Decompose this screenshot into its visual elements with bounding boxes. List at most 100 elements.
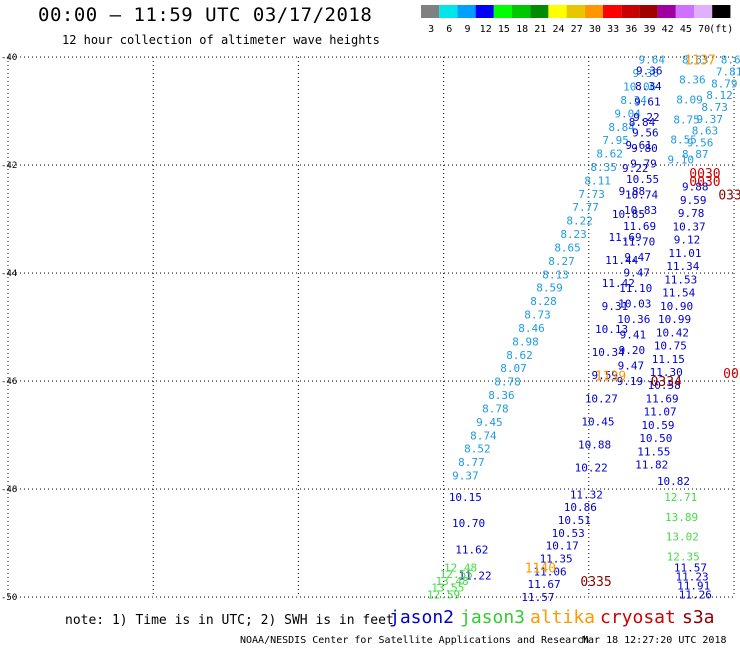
wave-height-value: 11.91 xyxy=(677,579,710,592)
wave-height-value: 9.04 xyxy=(614,107,641,120)
wave-height-value: 11.54 xyxy=(662,287,695,300)
wave-height-value: 10.03 xyxy=(618,297,651,310)
credit-text: NOAA/NESDIS Center for Satellite Applica… xyxy=(240,635,590,646)
wave-height-value: 9.56 xyxy=(632,127,659,140)
wave-height-value: 8.78 xyxy=(482,402,509,415)
wave-height-value: 11.62 xyxy=(455,543,488,556)
wave-height-value: 7.73 xyxy=(578,188,605,201)
wave-height-value: 11.69 xyxy=(646,392,679,405)
wave-height-value: 8.28 xyxy=(530,295,557,308)
legend-jason2: jason2 xyxy=(389,607,455,628)
wave-height-value: 8.12 xyxy=(706,89,733,102)
wave-height-value: 10.51 xyxy=(558,514,591,527)
color-scale-swatch xyxy=(584,5,603,18)
wave-height-value: 7.77 xyxy=(572,201,599,214)
latitude-tick-label: -42 xyxy=(1,161,17,171)
color-scale-tick: 24 xyxy=(552,24,564,35)
wave-height-value: 11.67 xyxy=(527,578,560,591)
wave-height-value: 12.71 xyxy=(664,491,697,504)
latitude-tick-label: -46 xyxy=(1,377,17,387)
units-note: note: 1) Time is in UTC; 2) SWH is in fe… xyxy=(65,613,394,628)
wave-height-value: 10.88 xyxy=(578,438,611,451)
wave-height-value: 11.26 xyxy=(679,588,712,601)
wave-height-value: 13.55 xyxy=(431,582,464,595)
color-scale-tick: 6 xyxy=(446,24,452,35)
wave-height-value: 10.90 xyxy=(660,300,693,313)
wave-height-value: 8.36 xyxy=(679,74,706,87)
latitude-tick-label: -48 xyxy=(1,485,17,495)
wave-height-value: 9.61 xyxy=(634,96,661,109)
wave-height-value: 8.34 xyxy=(635,80,662,93)
legend-cryosat: cryosat xyxy=(600,607,676,628)
wave-height-value: 9.37 xyxy=(452,470,479,483)
wave-height-value: 9.20 xyxy=(619,344,646,357)
wave-height-value: 9.19 xyxy=(617,375,644,388)
wave-height-value: 10.59 xyxy=(641,419,674,432)
wave-height-value: 10.34 xyxy=(592,346,625,359)
color-scale-swatch xyxy=(421,5,440,18)
pass-time-label: 0030 xyxy=(689,167,720,182)
wave-height-value: 10.22 xyxy=(575,461,608,474)
wave-height-value: 11.32 xyxy=(570,488,603,501)
wave-height-value: 9.59 xyxy=(680,194,707,207)
wave-height-value: 9.47 xyxy=(623,266,650,279)
wave-height-value: 9.22 xyxy=(622,162,649,175)
wave-height-value: 8.27 xyxy=(548,255,575,268)
wave-height-value: 10.36 xyxy=(617,313,650,326)
wave-height-value: 11.10 xyxy=(619,282,652,295)
color-scale-swatch xyxy=(712,5,731,18)
color-scale-swatch xyxy=(530,5,549,18)
color-scale-swatch xyxy=(475,5,494,18)
map-subtitle: 12 hour collection of altimeter wave hei… xyxy=(62,33,380,47)
latitude-tick-label: -44 xyxy=(1,269,17,279)
wave-height-value: 9.47 xyxy=(618,359,645,372)
wave-height-value: 8.73 xyxy=(701,101,728,114)
wave-height-value: 8.59 xyxy=(536,282,563,295)
wave-height-value: 9.61 xyxy=(625,139,652,152)
wave-height-value: 8.84 xyxy=(608,121,635,134)
wave-height-value: 10.85 xyxy=(612,208,645,221)
wave-height-value: 8.22 xyxy=(566,215,593,228)
pass-time-label: 0334 xyxy=(718,189,740,204)
pass-time-label: 0030 xyxy=(689,175,720,190)
wave-height-value: 9.12 xyxy=(674,234,701,247)
wave-height-value: 8.73 xyxy=(524,309,551,322)
color-scale-tick: 9 xyxy=(464,24,470,35)
wave-height-value: 10.15 xyxy=(449,491,482,504)
wave-height-value: 8.52 xyxy=(464,443,491,456)
color-scale-tick: 18 xyxy=(516,24,528,35)
wave-height-value: 9.10 xyxy=(668,154,695,167)
wave-height-value: 8.74 xyxy=(470,429,497,442)
wave-height-value: 8.13 xyxy=(542,268,569,281)
wave-height-value: 10.27 xyxy=(585,392,618,405)
wave-height-value: 11.06 xyxy=(534,565,567,578)
wave-height-value: 11.35 xyxy=(540,553,573,566)
wave-height-value: 8.36 xyxy=(488,389,515,402)
wave-height-value: 11.57 xyxy=(521,591,554,604)
legend-bar: note: 1) Time is in UTC; 2) SWH is in fe… xyxy=(65,607,740,631)
color-scale-tick: 15 xyxy=(498,24,510,35)
wave-height-value: 11.55 xyxy=(637,445,670,458)
wave-height-value: 11.07 xyxy=(643,406,676,419)
wave-height-value: 11.44 xyxy=(605,254,638,267)
wave-height-value: 11.69 xyxy=(623,220,656,233)
wave-height-value: 9.36 xyxy=(636,65,663,78)
latitude-tick-label: -40 xyxy=(1,53,17,63)
wave-height-value: 10.13 xyxy=(595,323,628,336)
wave-height-value: 9.78 xyxy=(678,207,705,220)
color-scale-tick: 12 xyxy=(480,24,492,35)
map-title: 00:00 – 11:59 UTC 03/17/2018 xyxy=(38,4,373,26)
color-scale-tick: 70 xyxy=(698,24,710,35)
wave-height-value: 8.55 xyxy=(670,134,697,147)
wave-height-value: 7.95 xyxy=(602,134,629,147)
wave-height-value: 10.86 xyxy=(564,501,597,514)
wave-height-value: 8.07 xyxy=(500,362,527,375)
wave-height-value: 10.50 xyxy=(639,432,672,445)
wave-height-value: 10.55 xyxy=(626,173,659,186)
wave-height-value: 10.75 xyxy=(654,340,687,353)
wave-height-value: 8.64 xyxy=(721,54,740,67)
wave-height-value: 9.88 xyxy=(682,181,709,194)
wave-height-value: 10.17 xyxy=(546,540,579,553)
wave-height-value: 8.62 xyxy=(506,349,533,362)
color-scale-swatch xyxy=(493,5,512,18)
